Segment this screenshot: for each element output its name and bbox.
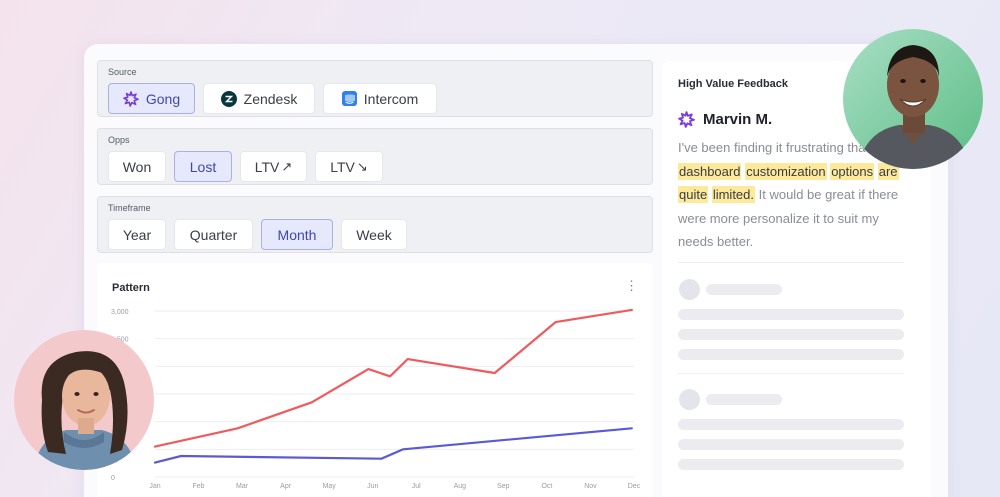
x-tick-label: Sep [497, 483, 510, 490]
timeframe-option-month[interactable]: Month [261, 219, 333, 250]
source-option-zendesk[interactable]: Zendesk [203, 83, 315, 114]
timeframe-option-label: Month [277, 226, 317, 243]
source-option-intercom[interactable]: Intercom [323, 83, 437, 114]
x-tick-label: Mar [236, 483, 249, 490]
feedback-text: I've been finding it frustrating that da… [678, 136, 914, 254]
timeframe-option-label: Year [122, 226, 152, 243]
skeleton-avatar [679, 279, 700, 300]
opps-option-label: LTV [254, 158, 280, 175]
highlighted-word: limited. [711, 186, 756, 203]
opps-option-label: Lost [189, 158, 217, 175]
x-tick-label: Jun [367, 483, 378, 490]
timeframe-option-week[interactable]: Week [341, 219, 407, 250]
gong-icon [123, 90, 139, 107]
timeframe-option-label: Week [356, 226, 392, 243]
skeleton-line [706, 284, 782, 295]
arrow-down-right-icon: ↘ [356, 158, 368, 174]
chart-title: Pattern [112, 282, 150, 294]
skeleton-avatar [679, 389, 700, 410]
source-filter-group: Source Gong Zendesk Intercom [97, 60, 653, 117]
x-tick-label: Oct [541, 483, 552, 490]
x-tick-label: Nov [584, 483, 597, 490]
source-option-label: Zendesk [243, 90, 298, 107]
skeleton-line [706, 394, 782, 405]
feedback-text-before: I've been finding it frustrating that [678, 140, 870, 155]
highlighted-word: quite [678, 186, 709, 203]
opps-option-ltv-up[interactable]: LTV ↗ [240, 151, 307, 182]
pattern-chart-card: Pattern ⋮ 05001,0001,5002,0002,5003,000J… [97, 263, 653, 497]
gong-icon [678, 110, 695, 128]
opps-option-label: Won [122, 158, 152, 175]
x-tick-label: May [323, 483, 337, 490]
x-tick-label: Feb [193, 483, 205, 490]
feedback-author: Marvin M. [678, 109, 772, 129]
timeframe-option-quarter[interactable]: Quarter [174, 219, 253, 250]
man-avatar [843, 29, 983, 169]
skeleton-line [678, 459, 904, 470]
skeleton-line [678, 419, 904, 430]
y-tick-label: 0 [111, 475, 115, 482]
timeframe-filter-label: Timeframe [108, 203, 151, 213]
opps-option-lost[interactable]: Lost [174, 151, 232, 182]
x-tick-label: Jul [412, 483, 421, 490]
arrow-up-right-icon: ↗ [281, 158, 293, 174]
skeleton-line [678, 439, 904, 450]
source-option-label: Intercom [363, 90, 419, 107]
highlighted-word: options [830, 162, 875, 180]
woman-avatar [14, 330, 154, 470]
opps-option-ltv-down[interactable]: LTV ↘ [315, 151, 383, 182]
opps-option-won[interactable]: Won [108, 151, 166, 182]
skeleton-line [678, 309, 904, 320]
skeleton-line [678, 349, 904, 360]
skeleton-line [678, 329, 904, 340]
feedback-heading: High Value Feedback [678, 78, 789, 90]
feedback-text-after: It would be great if there were more per… [678, 187, 899, 249]
x-tick-label: Apr [280, 483, 292, 490]
opps-filter-group: Opps Won Lost LTV ↗ LTV ↘ [97, 128, 653, 185]
more-vertical-icon[interactable]: ⋮ [625, 278, 638, 293]
source-option-gong[interactable]: Gong [108, 83, 195, 114]
x-tick-label: Dec [628, 483, 641, 490]
opps-option-label: LTV [330, 158, 355, 175]
source-option-label: Gong [145, 90, 181, 107]
zendesk-icon [220, 90, 237, 107]
series-line-0 [153, 308, 633, 448]
highlighted-word: customization [745, 162, 827, 180]
timeframe-option-year[interactable]: Year [108, 219, 166, 250]
opps-filter-label: Opps [108, 135, 130, 145]
y-tick-label: 3,000 [111, 309, 129, 316]
intercom-icon [341, 91, 357, 106]
feedback-divider [678, 373, 904, 374]
series-line-1 [153, 427, 633, 464]
highlighted-word: are [877, 162, 899, 180]
x-tick-label: Aug [454, 483, 467, 490]
timeframe-option-label: Quarter [189, 226, 238, 243]
pattern-line-chart: 05001,0001,5002,0002,5003,000JanFebMarAp… [111, 308, 641, 490]
timeframe-filter-group: Timeframe Year Quarter Month Week [97, 196, 653, 253]
feedback-divider [678, 262, 904, 263]
highlighted-word: dashboard [678, 162, 742, 180]
feedback-author-name: Marvin M. [703, 110, 773, 128]
x-tick-label: Jan [149, 483, 160, 490]
source-filter-label: Source [108, 67, 137, 77]
